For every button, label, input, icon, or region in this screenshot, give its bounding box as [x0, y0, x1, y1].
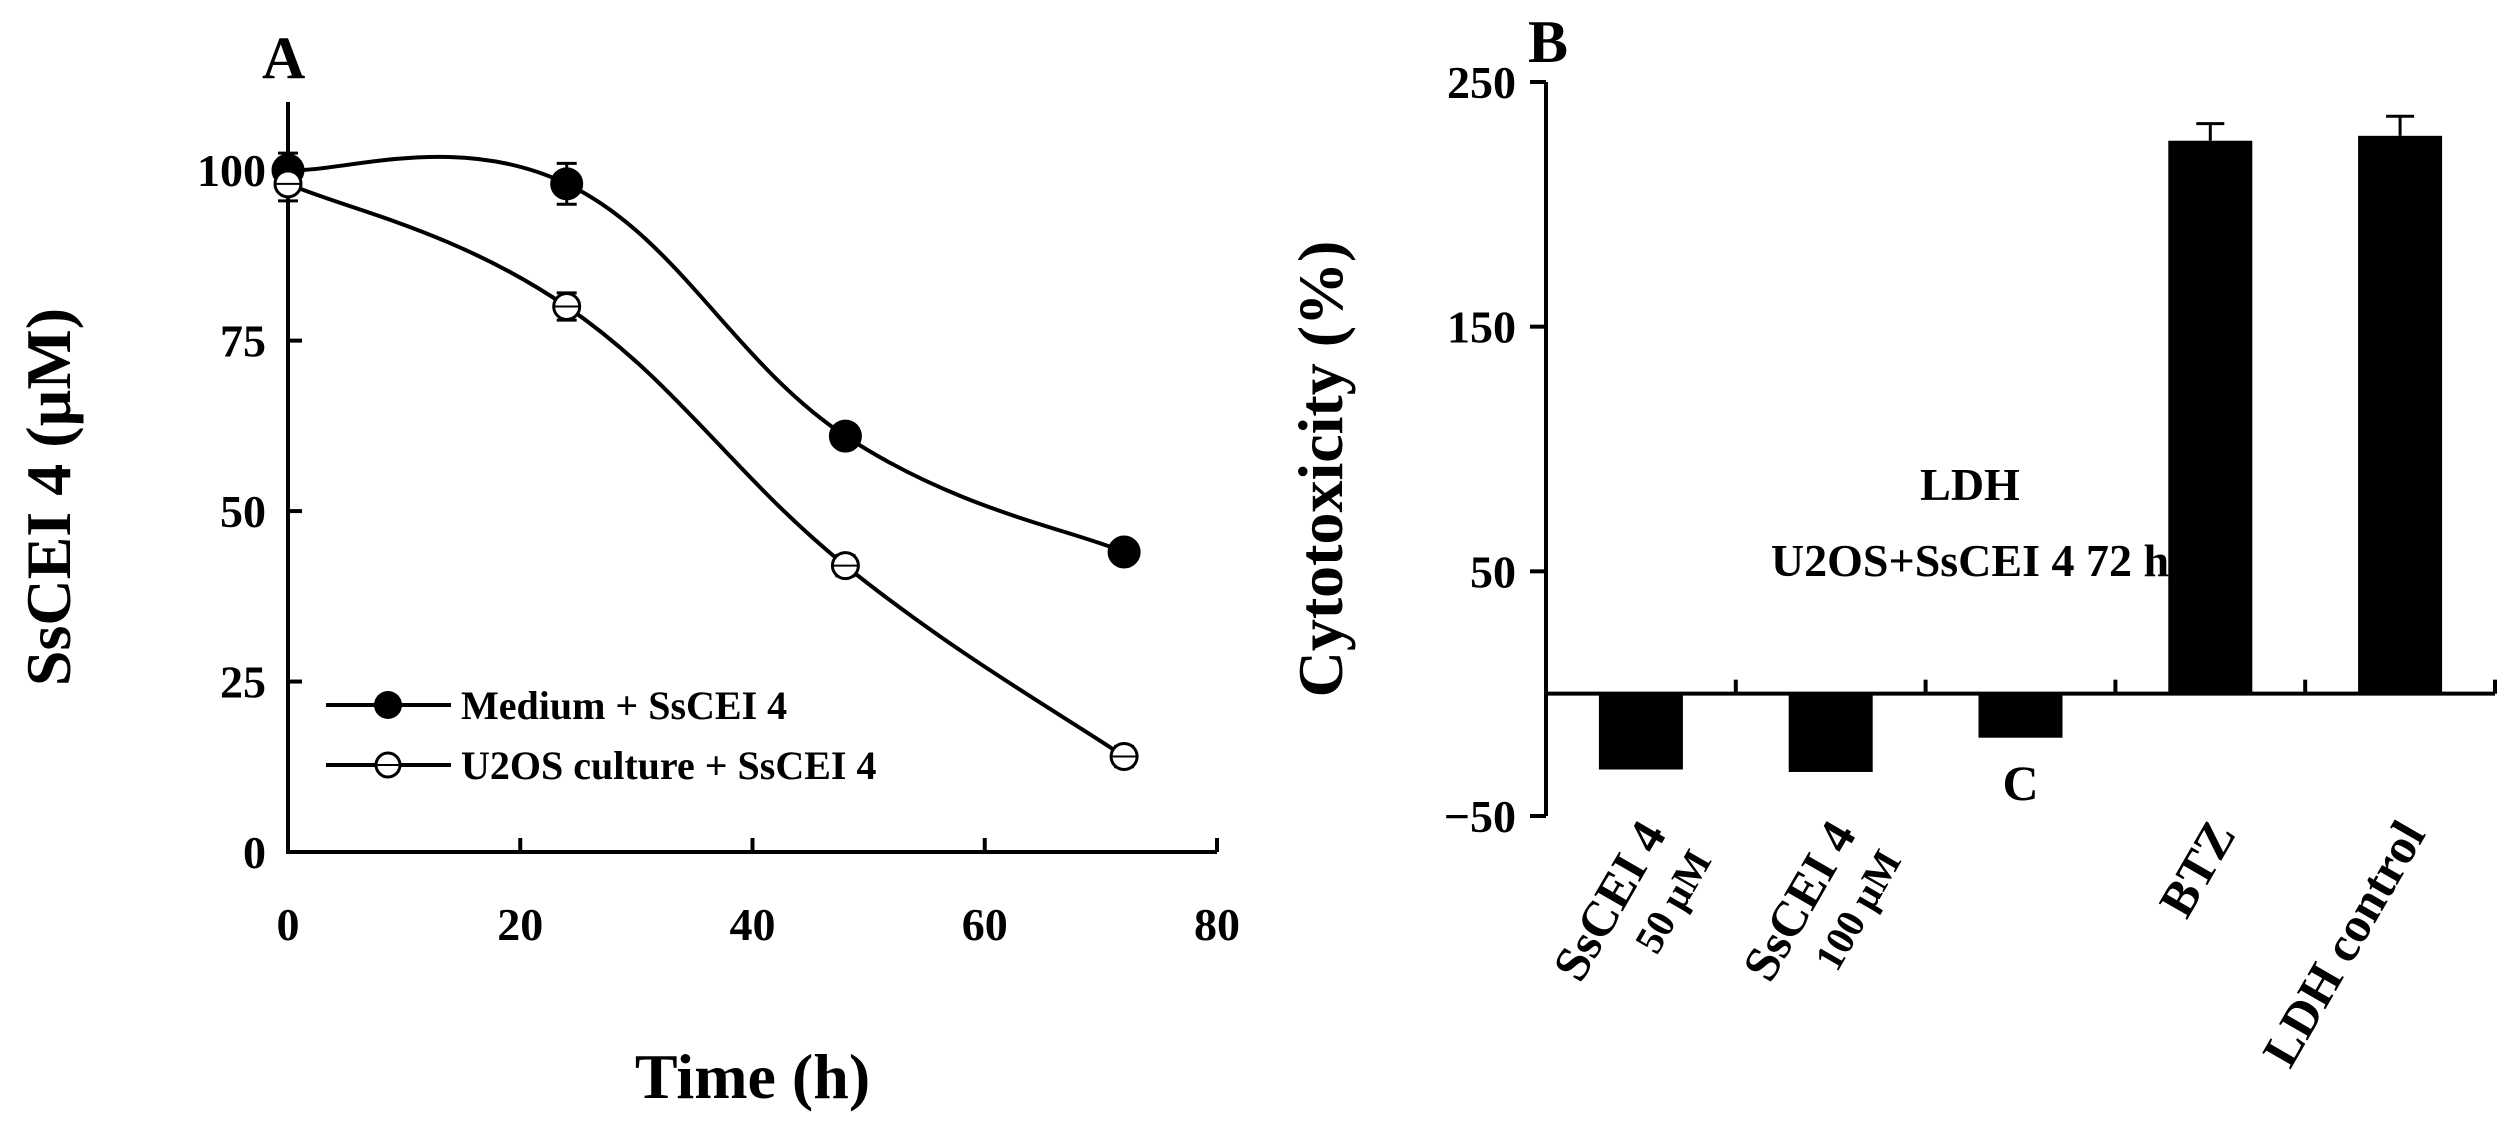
- y-tick-label: 50: [1470, 546, 1516, 597]
- bar-sscei-4-100-m: [1788, 693, 1873, 772]
- series-line-u2os-culture-sscei-4: [287, 181, 1126, 759]
- panel-b-letter: B: [1528, 9, 1568, 75]
- x-tick-label: 60: [962, 899, 1008, 950]
- x-tick-label: 0: [277, 899, 300, 950]
- panel-b-chart: B −50 50 150 250 Cytotoxicity (%) SsCEI 450 µM…: [1285, 9, 2497, 1076]
- annotation-line-2: U2OS+SsCEI 4 72 h: [1771, 535, 2169, 586]
- y-tick-label: 250: [1447, 57, 1516, 108]
- bar-ldh-control: [2358, 135, 2443, 694]
- y-tick-label: 25: [220, 657, 266, 708]
- y-tick-label: 150: [1447, 302, 1516, 353]
- x-axis-title: Time (h): [635, 1041, 870, 1112]
- x-tick-label: 40: [730, 899, 776, 950]
- panel-a-letter: A: [262, 25, 305, 91]
- bar-btz: [2168, 140, 2253, 694]
- bar-c: [1978, 693, 2063, 738]
- legend-entry: Medium + SsCEI 4: [461, 683, 787, 728]
- category-label-group: SsCEI 450 µM: [1541, 812, 1720, 990]
- y-tick-label: 50: [220, 486, 266, 537]
- y-tick-label: 100: [197, 145, 266, 196]
- data-point-medium: [1107, 535, 1141, 569]
- y-axis-title: SsCEI 4 (µM): [13, 308, 84, 686]
- category-label-group: LDH control: [2251, 811, 2436, 1075]
- data-point-medium: [828, 419, 862, 453]
- category-label: LDH control: [2251, 811, 2436, 1075]
- x-tick-label: 20: [497, 899, 543, 950]
- x-tick-label: 80: [1194, 899, 1240, 950]
- annotation-line-1: LDH: [1920, 459, 2020, 510]
- y-tick-label: −50: [1444, 791, 1516, 842]
- category-label: C: [2002, 755, 2038, 811]
- category-label: BTZ: [2148, 812, 2247, 927]
- category-label-group: BTZ: [2148, 812, 2247, 927]
- bar-sscei-4-50-m: [1598, 693, 1683, 770]
- y-tick-label: 0: [243, 827, 266, 878]
- y-axis-title: Cytotoxicity (%): [1285, 241, 1356, 698]
- data-point-medium: [550, 167, 584, 201]
- panel-a-chart: A 0 25 50 75 100 0 20 40 60 80 Time (h) SsCEI 4 (µM)…: [13, 25, 1240, 1112]
- y-tick-label: 75: [220, 316, 266, 367]
- series-line-medium-sscei-4: [287, 154, 1125, 554]
- legend-marker-filled: [374, 691, 402, 719]
- legend-entry: U2OS culture + SsCEI 4: [461, 743, 876, 788]
